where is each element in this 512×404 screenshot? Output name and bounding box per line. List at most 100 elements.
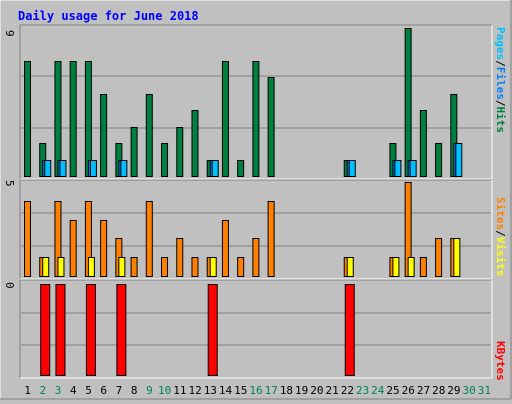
legend-top: Pages/Files/Hits bbox=[494, 27, 507, 133]
x-tick-label: 1 bbox=[24, 384, 31, 397]
hits-bar bbox=[191, 110, 199, 177]
hits-bar bbox=[252, 61, 260, 177]
hits-bar bbox=[176, 127, 184, 177]
panel-bot bbox=[20, 280, 492, 378]
pages-bar bbox=[44, 160, 52, 177]
x-tick-label: 9 bbox=[146, 384, 153, 397]
pages-bar bbox=[348, 160, 356, 177]
visits-bar bbox=[69, 220, 77, 277]
kbytes-bar bbox=[344, 284, 355, 376]
x-tick-label: 23 bbox=[356, 384, 369, 397]
legend-sep-3: / bbox=[494, 230, 507, 237]
kbytes-bar bbox=[116, 284, 127, 376]
y-max-label-visits: 5 bbox=[3, 180, 16, 187]
hits-bar bbox=[267, 77, 275, 177]
hits-bar bbox=[221, 61, 229, 177]
legend-sep-2: / bbox=[494, 100, 507, 107]
y-max-label-hits: 9 bbox=[3, 30, 16, 37]
x-tick-label: 12 bbox=[188, 384, 201, 397]
hits-bar bbox=[161, 143, 169, 177]
sites-bar bbox=[209, 257, 217, 277]
visits-bar bbox=[191, 257, 199, 277]
sites-bar bbox=[453, 238, 461, 277]
pages-bar bbox=[120, 160, 128, 177]
x-tick-label: 24 bbox=[371, 384, 385, 397]
pages-bar bbox=[59, 160, 67, 177]
pages-bar bbox=[455, 143, 463, 177]
x-tick-label: 10 bbox=[158, 384, 171, 397]
visits-bar bbox=[24, 201, 31, 277]
visits-bar bbox=[435, 238, 443, 277]
legend-files: Files bbox=[494, 67, 507, 100]
x-tick-label: 8 bbox=[131, 384, 138, 397]
legend-hits: Hits bbox=[494, 107, 507, 134]
x-tick-label: 17 bbox=[265, 384, 278, 397]
x-tick-label: 29 bbox=[447, 384, 460, 397]
x-tick-label: 20 bbox=[310, 384, 323, 397]
chart-title: Daily usage for June 2018 bbox=[18, 9, 199, 23]
legend-sep-1: / bbox=[494, 60, 507, 67]
x-tick-label: 13 bbox=[204, 384, 217, 397]
x-tick-label: 14 bbox=[219, 384, 233, 397]
visits-bar bbox=[145, 201, 153, 277]
x-tick-label: 31 bbox=[478, 384, 491, 397]
x-tick-label: 2 bbox=[40, 384, 47, 397]
legend-kbytes: KBytes bbox=[494, 341, 507, 381]
svg-text:Pages/Files/Hits: Pages/Files/Hits bbox=[494, 27, 507, 133]
hits-bar bbox=[54, 61, 62, 177]
legend-sites: Sites bbox=[494, 197, 507, 230]
pages-bar bbox=[211, 160, 219, 177]
hits-bar bbox=[404, 28, 412, 177]
kbytes-bar bbox=[207, 284, 218, 376]
x-tick-label: 7 bbox=[116, 384, 123, 397]
sites-bar bbox=[346, 257, 354, 277]
x-tick-label: 18 bbox=[280, 384, 293, 397]
visits-bar bbox=[130, 257, 138, 277]
x-tick-label: 11 bbox=[173, 384, 186, 397]
visits-bar bbox=[252, 238, 260, 277]
hits-bar bbox=[145, 94, 153, 177]
x-axis-labels: 1 2 3 4 5 6 7 8 9 10 11 12 13 14 15 16 17 18 19 20 21 22 23 24 2… bbox=[24, 384, 491, 397]
pages-bar bbox=[89, 160, 97, 177]
x-tick-label: 5 bbox=[85, 384, 92, 397]
x-tick-label: 21 bbox=[326, 384, 339, 397]
pages-bar bbox=[409, 160, 417, 177]
kbytes-bar bbox=[55, 284, 66, 376]
y-max-label-kbytes: 0 bbox=[3, 282, 16, 289]
x-tick-label: 30 bbox=[463, 384, 476, 397]
hits-bar bbox=[419, 110, 427, 177]
visits-bar bbox=[221, 220, 229, 277]
legend-visits: Visits bbox=[494, 237, 507, 277]
legend-pages: Pages bbox=[494, 27, 507, 60]
x-tick-label: 25 bbox=[386, 384, 399, 397]
bars bbox=[24, 28, 463, 376]
svg-text:Sites/Visits: Sites/Visits bbox=[494, 197, 507, 277]
hits-bar bbox=[130, 127, 138, 177]
hits-bar bbox=[435, 143, 443, 177]
visits-bar bbox=[176, 238, 184, 277]
legend-mid: Sites/Visits bbox=[494, 197, 507, 277]
hits-bar bbox=[100, 94, 108, 177]
x-tick-label: 3 bbox=[55, 384, 62, 397]
x-tick-label: 26 bbox=[402, 384, 415, 397]
hits-bar bbox=[84, 61, 92, 177]
sites-bar bbox=[118, 257, 126, 277]
x-tick-label: 15 bbox=[234, 384, 247, 397]
sites-bar bbox=[392, 257, 400, 277]
sites-bar bbox=[87, 257, 95, 277]
legend-bottom: KBytes bbox=[494, 341, 507, 381]
x-tick-label: 6 bbox=[100, 384, 107, 397]
x-tick-label: 27 bbox=[417, 384, 430, 397]
hits-bar bbox=[237, 160, 245, 177]
x-tick-label: 22 bbox=[341, 384, 354, 397]
visits-bar bbox=[237, 257, 245, 277]
kbytes-bar bbox=[40, 284, 51, 376]
pages-bar bbox=[394, 160, 402, 177]
kbytes-bar bbox=[85, 284, 96, 376]
hits-bar bbox=[69, 61, 77, 177]
x-tick-label: 4 bbox=[70, 384, 77, 397]
hits-bar bbox=[24, 61, 31, 177]
visits-bar bbox=[161, 257, 169, 277]
